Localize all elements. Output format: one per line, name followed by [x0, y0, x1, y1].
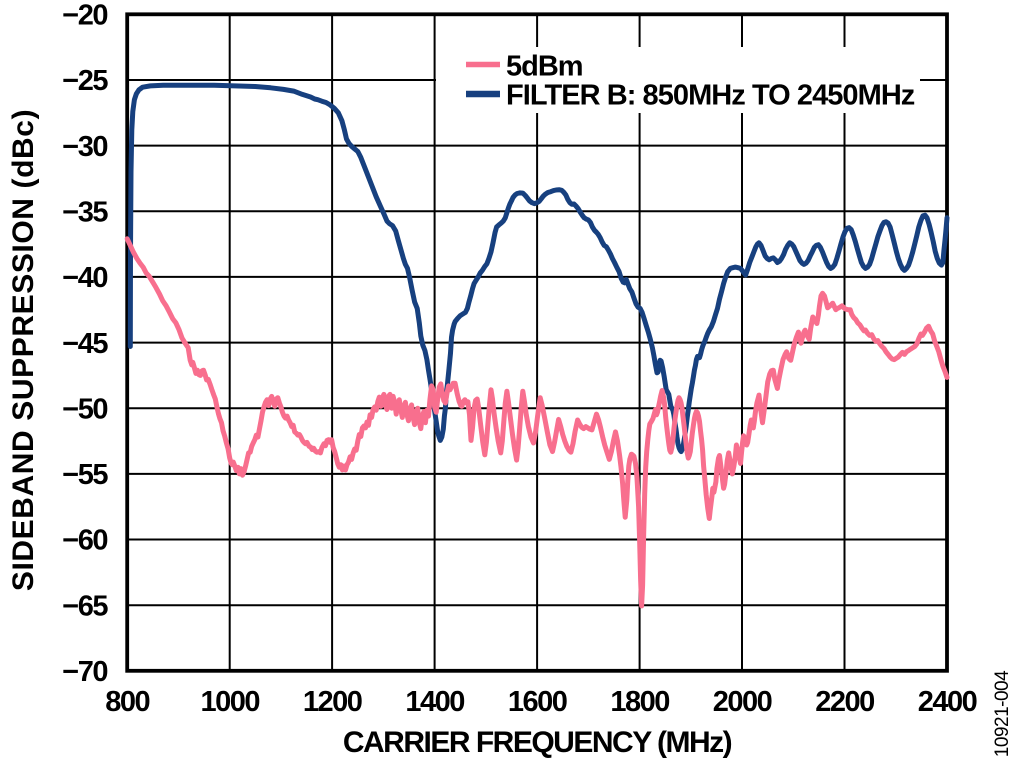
- svg-text:−60: −60: [62, 525, 107, 557]
- svg-text:−40: −40: [62, 262, 107, 294]
- svg-text:1600: 1600: [508, 686, 567, 718]
- svg-text:−50: −50: [62, 393, 107, 425]
- svg-text:−70: −70: [62, 656, 107, 688]
- svg-text:2400: 2400: [918, 686, 977, 718]
- svg-text:−25: −25: [62, 65, 108, 97]
- svg-text:SIDEBAND SUPPRESSION (dBc): SIDEBAND SUPPRESSION (dBc): [7, 109, 40, 591]
- svg-text:5dBm: 5dBm: [506, 51, 583, 83]
- svg-text:−65: −65: [62, 590, 108, 622]
- svg-text:1800: 1800: [610, 686, 669, 718]
- svg-text:FILTER B: 850MHz TO 2450MHz: FILTER B: 850MHz TO 2450MHz: [506, 80, 915, 112]
- svg-text:CARRIER FREQUENCY (MHz): CARRIER FREQUENCY (MHz): [343, 726, 732, 759]
- svg-text:1400: 1400: [405, 686, 464, 718]
- svg-text:−20: −20: [62, 0, 107, 32]
- svg-text:−35: −35: [62, 197, 108, 229]
- svg-text:−30: −30: [62, 131, 107, 163]
- svg-text:1200: 1200: [303, 686, 362, 718]
- svg-text:1000: 1000: [200, 686, 259, 718]
- svg-text:2200: 2200: [815, 686, 874, 718]
- svg-text:10921-004: 10921-004: [992, 670, 1013, 757]
- svg-text:2000: 2000: [713, 686, 772, 718]
- svg-text:−45: −45: [62, 328, 108, 360]
- svg-text:−55: −55: [62, 459, 108, 491]
- svg-text:800: 800: [105, 686, 149, 718]
